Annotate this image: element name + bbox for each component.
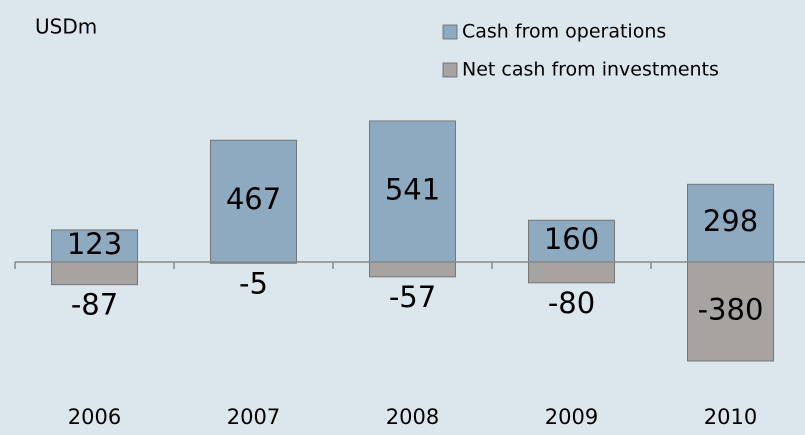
legend-label: Cash from operations [462, 21, 666, 43]
bar [210, 139, 297, 263]
bar [51, 229, 138, 263]
data-label: -5 [239, 266, 268, 300]
x-tick-label: 2009 [545, 405, 598, 429]
data-label: 123 [67, 227, 122, 261]
y-axis-label: USDm [35, 15, 97, 39]
x-tick-label: 2010 [704, 405, 757, 429]
legend-label: Net cash from investments [462, 59, 719, 81]
legend-swatch [442, 62, 458, 78]
data-label: -380 [698, 292, 764, 326]
data-label: 160 [544, 222, 599, 256]
data-label: -57 [389, 280, 436, 314]
bar [369, 261, 456, 278]
data-label: -80 [548, 286, 595, 320]
x-tick-label: 2006 [68, 405, 121, 429]
data-label: -87 [71, 288, 118, 322]
legend-swatch [442, 24, 458, 40]
data-label: 467 [226, 182, 281, 216]
bar [51, 261, 138, 286]
bar [528, 261, 615, 284]
data-label: 298 [703, 204, 758, 238]
data-label: 541 [385, 172, 440, 206]
bar [687, 261, 774, 362]
x-tick-label: 2007 [227, 405, 280, 429]
x-tick-label: 2008 [386, 405, 439, 429]
